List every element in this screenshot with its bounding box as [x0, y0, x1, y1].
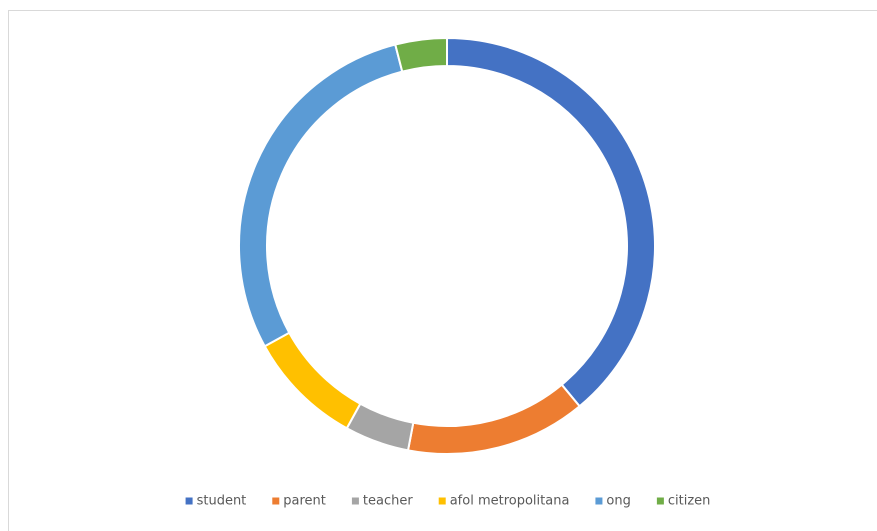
legend-swatch [438, 497, 446, 505]
legend-label: citizen [668, 494, 711, 509]
legend-swatch [595, 497, 603, 505]
legend-swatch [656, 497, 664, 505]
legend-swatch [272, 497, 280, 505]
legend-swatch [185, 497, 193, 505]
legend-label: student [197, 494, 247, 509]
legend-label: parent [283, 494, 326, 509]
legend-label: afol metropolitana [450, 494, 570, 509]
legend-swatch [351, 497, 359, 505]
legend-label: teacher [363, 494, 413, 509]
legend-label: ong [606, 494, 630, 509]
donut-segment [394, 36, 448, 73]
